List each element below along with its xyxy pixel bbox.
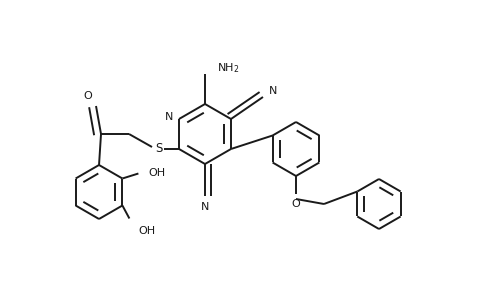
Text: OH: OH [138, 226, 156, 236]
Text: N: N [269, 86, 277, 96]
Text: O: O [292, 199, 301, 209]
Text: N: N [165, 112, 173, 122]
Text: S: S [155, 142, 163, 155]
Text: O: O [84, 91, 92, 101]
Text: NH$_2$: NH$_2$ [217, 61, 240, 75]
Text: N: N [201, 202, 209, 212]
Text: OH: OH [148, 168, 166, 178]
